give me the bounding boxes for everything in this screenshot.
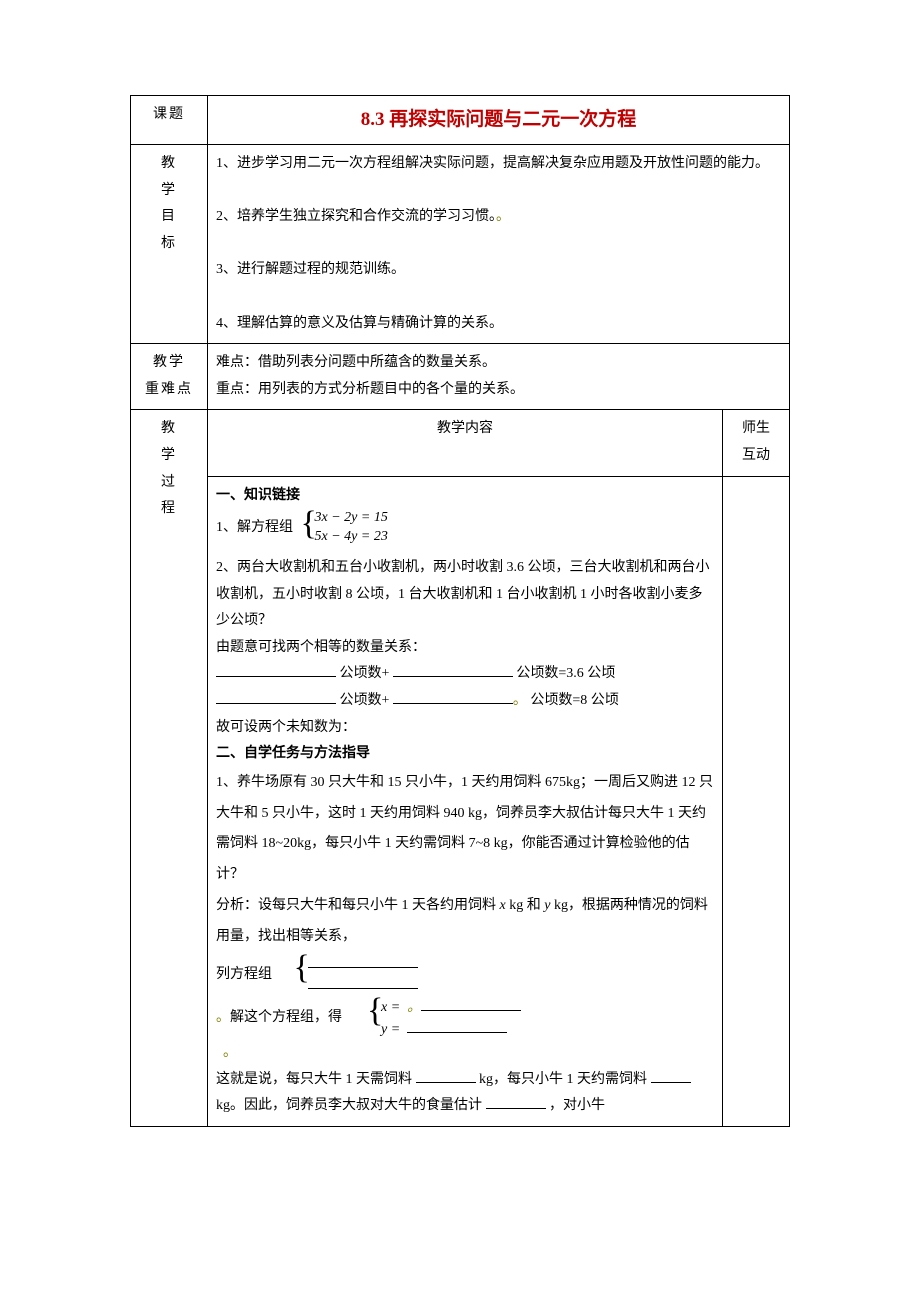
- eq-system-1: { 3x − 2y = 15 5x − 4y = 23: [301, 509, 388, 547]
- label-keypoints-line1: 教学: [153, 355, 185, 370]
- section1-item2c: 故可设两个未知数为：: [216, 715, 714, 742]
- brace-icon: {: [301, 507, 317, 549]
- blank-rel2a: [216, 689, 336, 704]
- objectives-content: 1、进步学习用二元一次方程组解决实际问题，提高解决复杂应用题及开放性问题的能力。…: [208, 145, 790, 344]
- section2-p2: 分析：设每只大牛和每只小牛 1 天各约用饲料 x kg 和 y kg，根据两种情…: [216, 891, 714, 953]
- blank-rel1a: [216, 662, 336, 677]
- lesson-plan-table: 课题 8.3 再探实际问题与二元一次方程 教 学 目 标 1、进步学习用二元一次…: [130, 95, 790, 1127]
- blank-p4a: [416, 1068, 476, 1083]
- label-objectives-char-3: 目: [161, 209, 177, 224]
- interaction-content: [723, 476, 790, 1126]
- eq-system-2: {: [294, 953, 418, 997]
- label-process-char-1: 教: [161, 421, 177, 436]
- p4a: 这就是说，每只大牛 1 天需饲料: [216, 1072, 412, 1087]
- section2-p1: 1、养牛场原有 30 只大牛和 15 只小牛，1 天约用饲料 675kg；一周后…: [216, 768, 714, 891]
- marker-dot-2: 。: [513, 693, 527, 708]
- label-topic: 课题: [131, 96, 208, 145]
- eq1-line1: 3x − 2y = 15: [315, 509, 388, 528]
- blank-p4b: [651, 1068, 691, 1083]
- objective-3: 3、进行解题过程的规范训练。: [216, 257, 781, 284]
- label-objectives: 教 学 目 标: [131, 145, 208, 344]
- p4b: kg，每只小牛 1 天约需饲料: [479, 1072, 647, 1087]
- section1-item1: 1、解方程组 { 3x − 2y = 15 5x − 4y = 23: [216, 509, 714, 547]
- blank-rel2b: [393, 689, 513, 704]
- label-process-char-4: 程: [161, 501, 177, 516]
- relation-line-1: 公顷数+ 公顷数=3.6 公顷: [216, 661, 714, 688]
- marker-dot-1: 。: [496, 209, 510, 224]
- brace-icon-3: {: [367, 994, 383, 1042]
- section2-p4: 这就是说，每只大牛 1 天需饲料 kg，每只小牛 1 天约需饲料 kg。因此，饲…: [216, 1067, 714, 1120]
- focus-text: 重点：用列表的方式分析题目中的各个量的关系。: [216, 377, 781, 404]
- var-x-1: x: [500, 898, 506, 913]
- label-objectives-char-4: 标: [161, 236, 177, 251]
- marker-dot-3: 。: [216, 1010, 230, 1025]
- eq-system-3: { x = 。 y =: [367, 996, 521, 1040]
- marker-dot-5: 。: [223, 1045, 237, 1060]
- section1-item2b: 由题意可找两个相等的数量关系：: [216, 635, 714, 662]
- label-objectives-char-1: 教: [161, 156, 177, 171]
- section2-solve: 。解这个方程组，得 { x = 。 y =: [216, 996, 714, 1040]
- eq1-line2: 5x − 4y = 23: [315, 528, 388, 547]
- label-process-char-2: 学: [161, 448, 177, 463]
- section2-p3: 列方程组 {: [216, 953, 714, 997]
- process-content-row: 一、知识链接 1、解方程组 { 3x − 2y = 15 5x − 4y = 2…: [208, 476, 789, 1126]
- item1-lead: 1、解方程组: [216, 520, 293, 535]
- row-objectives: 教 学 目 标 1、进步学习用二元一次方程组解决实际问题，提高解决复杂应用题及开…: [131, 145, 790, 344]
- process-header-row: 教学内容 师生 互动: [208, 410, 789, 476]
- marker-dot-4: 。: [407, 1000, 421, 1015]
- objective-4: 4、理解估算的意义及估算与精确计算的关系。: [216, 311, 781, 338]
- section1-item2a: 2、两台大收割机和五台小收割机，两小时收割 3.6 公顷，三台大收割机和两台小收…: [216, 555, 714, 635]
- objective-1: 1、进步学习用二元一次方程组解决实际问题，提高解决复杂应用题及开放性问题的能力。: [216, 151, 781, 178]
- process-body: 教学内容 师生 互动 一、知识链接 1、解方程组 { 3x − 2y =: [208, 410, 790, 1126]
- solve-lead: 解这个方程组，得: [230, 1010, 342, 1025]
- row-process: 教 学 过 程 教学内容 师生 互动 一、知识链接 1、解方: [131, 410, 790, 1126]
- blank-rel1b: [393, 662, 513, 677]
- interaction-header-line2: 互动: [742, 448, 770, 463]
- section2-heading: 二、自学任务与方法指导: [216, 741, 714, 768]
- section1-heading: 一、知识链接: [216, 483, 714, 510]
- label-process-char-3: 过: [161, 475, 177, 490]
- teaching-content: 一、知识链接 1、解方程组 { 3x − 2y = 15 5x − 4y = 2…: [208, 476, 723, 1126]
- keypoints-content: 难点：借助列表分问题中所蕴含的数量关系。 重点：用列表的方式分析题目中的各个量的…: [208, 344, 790, 410]
- solve-line-x: x = 。: [381, 996, 521, 1018]
- brace-icon-2: {: [294, 951, 310, 999]
- difficulty-text: 难点：借助列表分问题中所蕴含的数量关系。: [216, 350, 781, 377]
- p4d: ，对小牛: [549, 1098, 605, 1113]
- label-keypoints-line2: 重难点: [145, 382, 193, 397]
- lesson-title: 8.3 再探实际问题与二元一次方程: [208, 96, 790, 145]
- blank-eq2-line2: [308, 974, 418, 996]
- label-keypoints: 教学 重难点: [131, 344, 208, 410]
- solve-line-y: y =: [381, 1018, 521, 1040]
- interaction-header: 师生 互动: [723, 410, 790, 476]
- var-y-1: y: [544, 898, 550, 913]
- relation-line-2: 公顷数+ 。 公顷数=8 公顷: [216, 688, 714, 715]
- rel2-mid: 公顷数+: [340, 693, 390, 708]
- p2-lead: 分析：设每只大牛和每只小牛 1 天各约用饲料: [216, 898, 496, 913]
- rel1-mid: 公顷数+: [340, 666, 390, 681]
- p4c: kg。因此，饲养员李大叔对大牛的食量估计: [216, 1098, 482, 1113]
- content-header: 教学内容: [208, 410, 723, 476]
- p2-mid: kg 和: [509, 898, 541, 913]
- row-topic: 课题 8.3 再探实际问题与二元一次方程: [131, 96, 790, 145]
- blank-eq2-line1: [308, 953, 418, 975]
- blank-p4c: [486, 1094, 546, 1109]
- rel1-tail: 公顷数=3.6 公顷: [516, 666, 615, 681]
- row-keypoints: 教学 重难点 难点：借助列表分问题中所蕴含的数量关系。 重点：用列表的方式分析题…: [131, 344, 790, 410]
- p3-lead: 列方程组: [216, 967, 272, 982]
- label-process: 教 学 过 程: [131, 410, 208, 1126]
- interaction-header-line1: 师生: [742, 421, 770, 436]
- process-inner-table: 教学内容 师生 互动 一、知识链接 1、解方程组 { 3x − 2y =: [208, 410, 789, 1125]
- label-objectives-char-2: 学: [161, 183, 177, 198]
- marker-row: 。: [216, 1040, 714, 1067]
- objective-2: 2、培养学生独立探究和合作交流的学习习惯。。: [216, 204, 781, 231]
- rel2-tail: 公顷数=8 公顷: [530, 693, 618, 708]
